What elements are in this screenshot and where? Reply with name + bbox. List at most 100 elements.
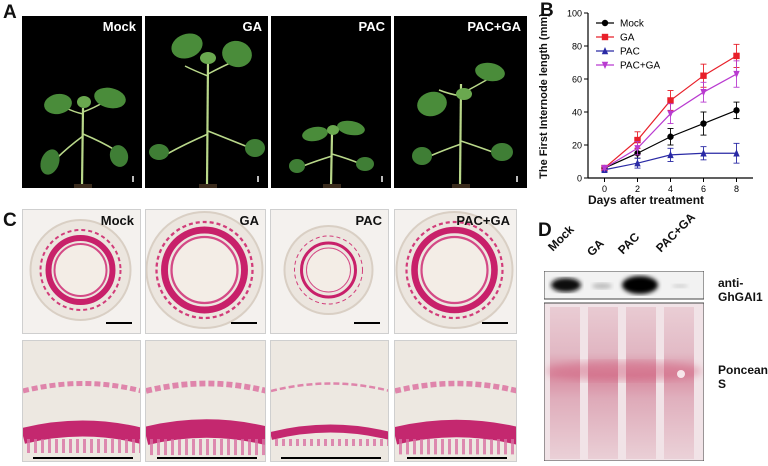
- series-pac: [601, 142, 740, 173]
- cross-section-pac-ga: PAC+GA: [394, 209, 517, 334]
- cross-section-label: GA: [239, 213, 260, 228]
- plant-photo-pac: PAC: [271, 16, 391, 188]
- mock-plant-drawing: [40, 87, 129, 188]
- internode-length-chart: 0 20 40 60 80 100 0 2 4 6 8 Mock GA PAC PAC+GA Days a…: [538, 9, 753, 207]
- cross-section-mock: Mock: [22, 209, 141, 334]
- band-mock: [551, 278, 581, 292]
- legend-entry-mock: Mock: [596, 19, 645, 30]
- scale-bar: [280, 457, 381, 459]
- band-pac-ga: [672, 284, 688, 288]
- cross-section-label: PAC: [355, 213, 382, 228]
- legend-entry-pac-ga: PAC+GA: [596, 61, 660, 72]
- data-point-mock: [700, 120, 707, 127]
- ponceau-main-band: [546, 361, 702, 381]
- legend-label: PAC+GA: [620, 61, 660, 72]
- vascular-tissue-drawing: [23, 381, 140, 453]
- y-tick-label: 40: [572, 108, 582, 118]
- scale-bar: [354, 322, 380, 324]
- legend-marker: [601, 19, 609, 27]
- scale-bar: [482, 322, 508, 324]
- ponceau-lane-mock: [550, 307, 580, 459]
- vascular-tissue-drawing: [146, 380, 265, 456]
- scale-bar: [406, 457, 507, 459]
- data-point-ga: [733, 52, 740, 60]
- y-tick-label: 100: [567, 9, 582, 19]
- pac-plant-drawing: [289, 120, 374, 188]
- cross-section-label: PAC+GA: [456, 213, 510, 228]
- data-point-pac-ga: [667, 110, 674, 118]
- legend-label: PAC: [620, 47, 640, 58]
- y-tick-label: 0: [577, 174, 582, 184]
- legend-marker: [601, 47, 609, 55]
- legend-label: GA: [620, 33, 635, 44]
- scale-bar: [32, 457, 133, 459]
- data-point-ga: [667, 97, 674, 104]
- x-tick-label: 0: [602, 184, 607, 194]
- series-pac-ga: [601, 60, 740, 173]
- x-tick-label: 2: [635, 184, 640, 194]
- ponceau-lane-pac: [626, 307, 656, 459]
- x-tick-label: 4: [668, 184, 673, 194]
- magnified-section-pac: [270, 340, 389, 462]
- x-tick-label: 6: [701, 184, 706, 194]
- panel-d-letter: D: [538, 220, 552, 241]
- cross-section-pac: PAC: [270, 209, 389, 334]
- chart-axes: 0 20 40 60 80 100 0 2 4 6 8: [567, 9, 753, 194]
- anti-ghgai1-label: anti-GhGAI1: [718, 276, 763, 304]
- data-point-pac: [634, 159, 641, 167]
- legend-entry-ga: GA: [596, 33, 635, 44]
- cross-section-label: Mock: [100, 213, 134, 228]
- legend-marker: [601, 33, 609, 41]
- y-tick-label: 60: [572, 75, 582, 85]
- stem-section-drawing: [395, 211, 514, 329]
- y-axis-label: The First Internode length (mm): [538, 13, 550, 179]
- magnified-section-pac-ga: [394, 340, 517, 462]
- pac-ga-plant-drawing: [412, 62, 513, 188]
- ponceau-s-label: Poncean S: [718, 363, 768, 391]
- data-point-pac-ga: [700, 89, 707, 97]
- data-point-mock: [667, 133, 674, 140]
- y-tick-label: 80: [572, 42, 582, 52]
- chart-legend: Mock GA PAC PAC+GA: [596, 19, 660, 72]
- y-tick-label: 20: [572, 141, 582, 151]
- ga-plant-drawing: [149, 33, 265, 188]
- band-pac: [622, 276, 658, 294]
- western-blot: [544, 271, 704, 461]
- data-point-ga: [634, 136, 641, 144]
- data-point-pac: [667, 150, 674, 159]
- plant-photo-ga: GA: [145, 16, 268, 188]
- plant-photo-pac-ga: PAC+GA: [394, 16, 527, 188]
- scale-tick: [381, 176, 383, 182]
- stem-section-drawing: [283, 225, 374, 315]
- band-ga: [592, 283, 612, 289]
- legend-label: Mock: [620, 19, 645, 30]
- magnified-section-ga: [145, 340, 266, 462]
- x-tick-label: 8: [734, 184, 739, 194]
- magnified-section-mock: [22, 340, 141, 462]
- cross-section-ga: GA: [145, 209, 266, 334]
- plant-photo-label: Mock: [102, 19, 136, 34]
- plant-photo-mock: Mock: [22, 16, 142, 188]
- scale-bar: [106, 322, 132, 324]
- data-point-mock: [733, 107, 740, 114]
- panel-b-letter: B: [540, 0, 554, 21]
- vascular-tissue-drawing: [395, 380, 516, 455]
- plant-photo-label: GA: [242, 19, 263, 34]
- ponceau-lane-ga: [588, 307, 618, 459]
- scale-bar: [156, 457, 257, 459]
- data-point-pac-ga: [601, 164, 608, 173]
- legend-marker: [601, 61, 609, 69]
- data-point-pac: [733, 149, 740, 157]
- plant-photo-label: PAC+GA: [467, 19, 521, 34]
- legend-entry-pac: PAC: [596, 47, 640, 58]
- ponceau-lane-pac-ga: [664, 307, 694, 459]
- data-point-ga: [700, 72, 707, 79]
- plant-photo-label: PAC: [358, 19, 385, 34]
- lane-label-pac: PAC: [615, 229, 643, 257]
- vascular-tissue-drawing: [271, 382, 388, 446]
- lane-label-pac-ga: PAC+GA: [653, 210, 698, 255]
- chart-series: [601, 43, 740, 173]
- data-point-pac-ga: [733, 70, 740, 79]
- stem-section-drawing: [29, 219, 132, 321]
